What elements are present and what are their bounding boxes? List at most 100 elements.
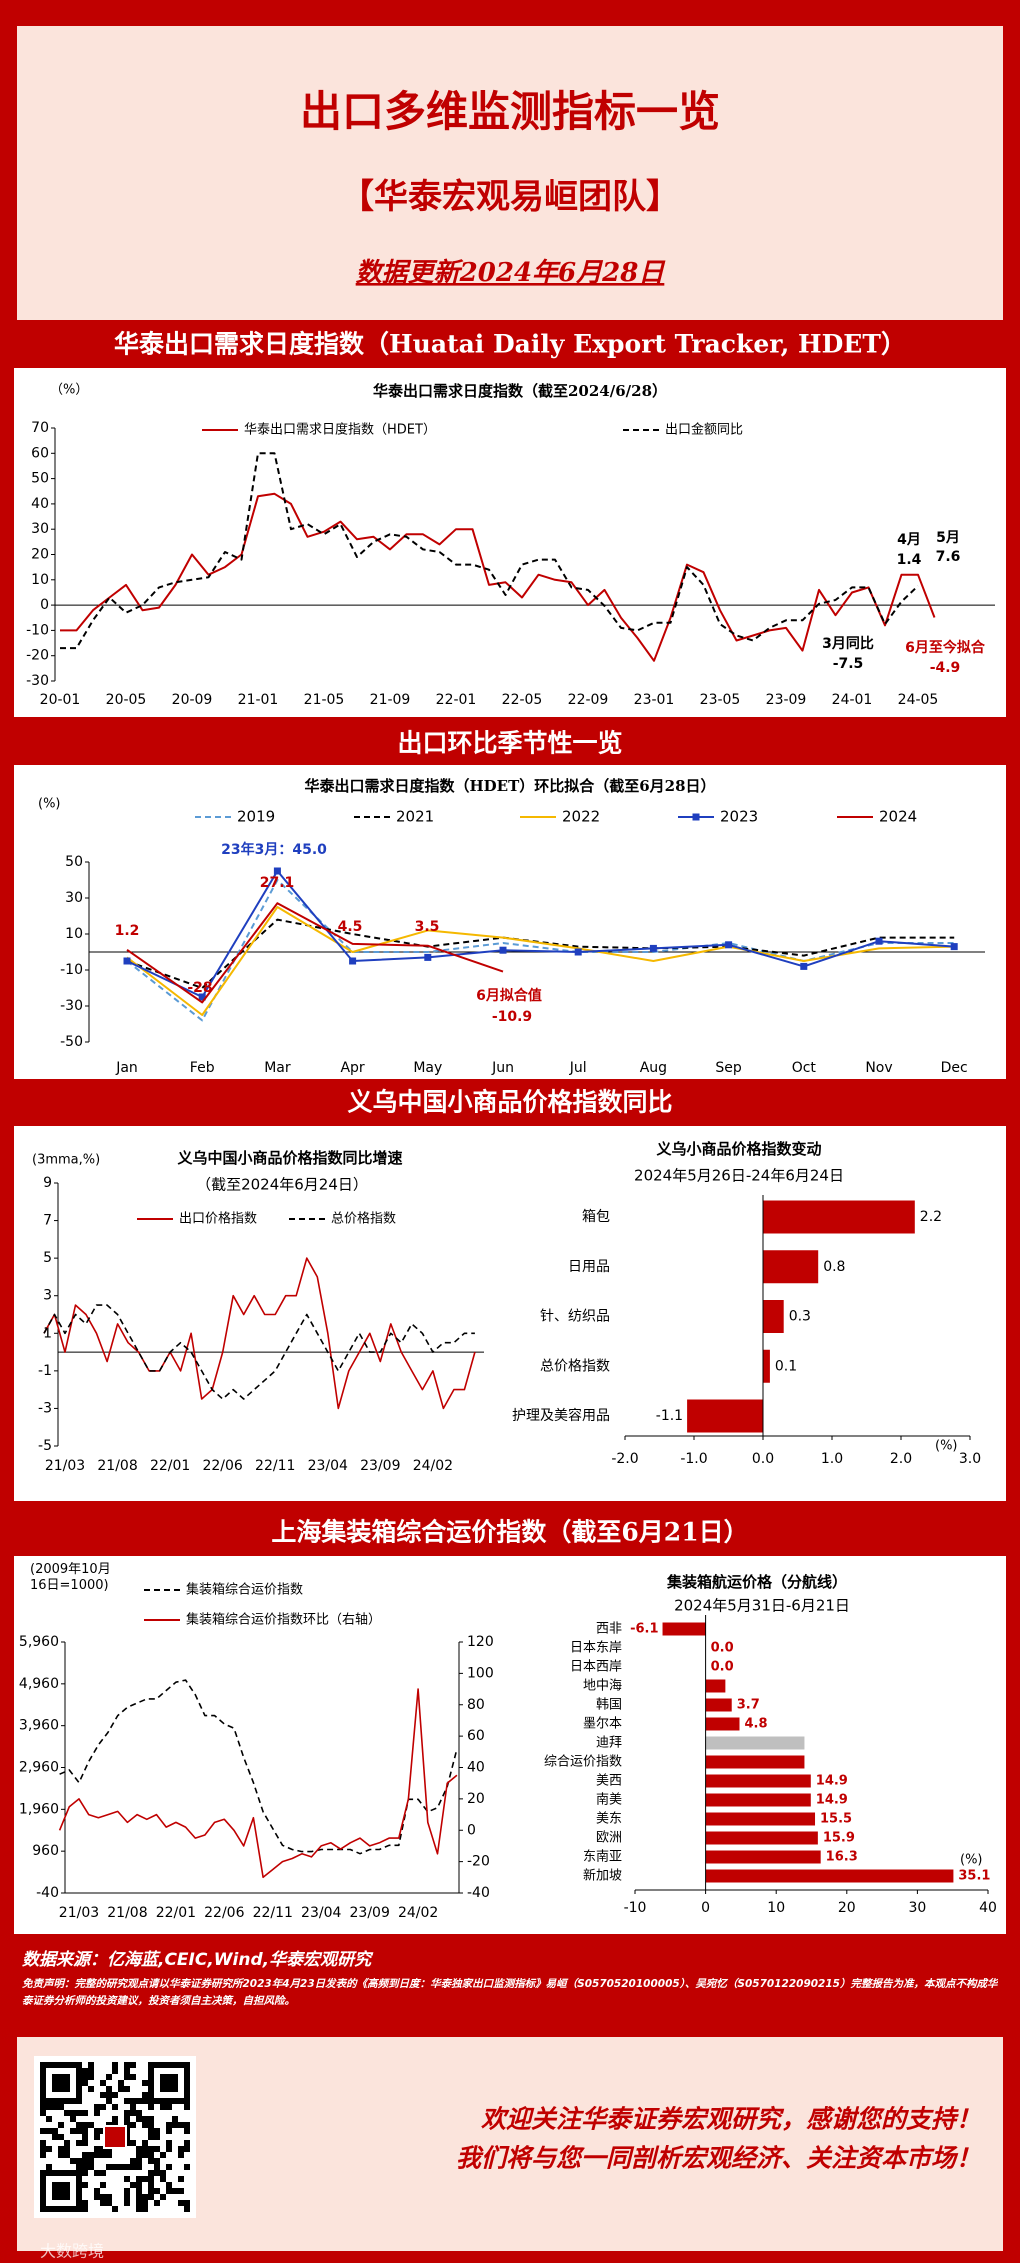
qr-module xyxy=(148,2122,154,2128)
y-axis-label: (%) xyxy=(38,797,61,812)
x-tick-label: Mar xyxy=(264,1060,291,1076)
qr-module xyxy=(58,2104,64,2110)
y-tick-label: -10 xyxy=(60,962,83,978)
data-label: -6.1 xyxy=(630,1622,658,1637)
qr-module xyxy=(184,2086,190,2092)
qr-module xyxy=(40,2068,46,2074)
point-marker xyxy=(800,962,808,970)
series-line xyxy=(126,902,504,1004)
x-tick-label: 24/02 xyxy=(398,1905,438,1921)
x-tick-label: -1.0 xyxy=(680,1451,707,1467)
qr-module xyxy=(64,2140,70,2146)
qr-module xyxy=(100,2182,106,2188)
bar xyxy=(763,1300,784,1333)
x-tick-label: 20-09 xyxy=(172,692,213,708)
qr-module xyxy=(160,2176,166,2182)
bar xyxy=(662,1622,706,1636)
annotation: 23年3月：45.0 xyxy=(221,841,327,858)
qr-module xyxy=(142,2122,148,2128)
bar xyxy=(705,1717,740,1731)
qr-module xyxy=(166,2146,172,2152)
qr-module xyxy=(94,2146,100,2152)
y-tick-label: 3,960 xyxy=(19,1718,59,1734)
qr-module xyxy=(112,2164,118,2170)
qr-module xyxy=(94,2104,100,2110)
x-tick-label: 23-01 xyxy=(634,692,675,708)
chart-title: 义乌小商品价格指数变动 xyxy=(656,1140,821,1158)
qr-module xyxy=(76,2182,82,2188)
qr-module xyxy=(64,2062,70,2068)
data-label: 3.7 xyxy=(737,1698,760,1713)
chart-panel xyxy=(14,765,1006,1079)
y2-tick-label: 100 xyxy=(467,1665,494,1681)
qr-module xyxy=(160,2152,166,2158)
qr-module xyxy=(136,2098,142,2104)
category-label: 迪拜 xyxy=(596,1736,622,1751)
y-tick-label: 10 xyxy=(31,572,49,588)
qr-module xyxy=(118,2086,124,2092)
x-tick-label: Aug xyxy=(640,1060,667,1076)
x-tick-label: 3.0 xyxy=(959,1451,981,1467)
bar xyxy=(705,1755,805,1769)
x-tick-label: 24/02 xyxy=(413,1458,453,1474)
qr-module xyxy=(136,2188,142,2194)
y-tick-label: 4,960 xyxy=(19,1676,59,1692)
qr-module xyxy=(184,2074,190,2080)
qr-module xyxy=(142,2206,148,2212)
bar xyxy=(763,1250,819,1284)
y-tick-label: 20 xyxy=(31,547,49,563)
qr-module xyxy=(154,2170,160,2176)
x-tick-label: Jan xyxy=(115,1060,138,1076)
series-line xyxy=(60,452,919,650)
legend-label: 集装箱综合运价指数 xyxy=(186,1582,303,1598)
qr-module xyxy=(70,2170,76,2176)
qr-module xyxy=(160,2086,166,2092)
qr-module xyxy=(76,2164,82,2170)
qr-module xyxy=(148,2116,154,2122)
qr-module xyxy=(94,2194,100,2200)
qr-module xyxy=(130,2122,136,2128)
qr-module xyxy=(166,2086,172,2092)
x-tick-label: Apr xyxy=(340,1060,364,1076)
qr-module xyxy=(70,2206,76,2212)
qr-module xyxy=(40,2080,46,2086)
qr-module xyxy=(166,2128,172,2134)
qr-module xyxy=(178,2200,184,2206)
qr-module xyxy=(172,2116,178,2122)
qr-module xyxy=(178,2188,184,2194)
x-tick-label: -10 xyxy=(624,1900,647,1916)
legend-label: 出口价格指数 xyxy=(179,1211,257,1227)
point-marker xyxy=(499,946,507,954)
x-tick-label: 22/01 xyxy=(156,1905,196,1921)
qr-module xyxy=(130,2098,136,2104)
qr-module xyxy=(112,2116,118,2122)
point-marker xyxy=(574,948,582,956)
point-marker xyxy=(649,944,657,952)
qr-module xyxy=(124,2098,130,2104)
qr-module xyxy=(148,2158,154,2164)
qr-module xyxy=(112,2062,118,2068)
qr-module xyxy=(136,2116,142,2122)
y-tick-label: 30 xyxy=(31,521,49,537)
x-tick-label: Oct xyxy=(792,1060,817,1076)
qr-module xyxy=(142,2092,148,2098)
qr-module xyxy=(82,2068,88,2074)
y2-tick-label: 40 xyxy=(467,1760,485,1776)
qr-module xyxy=(166,2074,172,2080)
qr-module xyxy=(52,2206,58,2212)
qr-module xyxy=(178,2122,184,2128)
x-tick-label: Dec xyxy=(941,1060,968,1076)
qr-module xyxy=(58,2188,64,2194)
legend-marker xyxy=(692,813,700,821)
x-tick-label: 20 xyxy=(838,1900,856,1916)
qr-module xyxy=(46,2164,52,2170)
x-tick-label: 23/09 xyxy=(360,1458,400,1474)
point-marker xyxy=(950,943,958,951)
qr-module xyxy=(184,2146,190,2152)
y-tick-label: 7 xyxy=(43,1213,52,1229)
legend-label: 出口金额同比 xyxy=(665,422,743,438)
x-tick-label: 22-05 xyxy=(502,692,543,708)
x-tick-label: 20-01 xyxy=(40,692,81,708)
category-label: 美西 xyxy=(596,1774,622,1789)
data-label: 35.1 xyxy=(958,1869,990,1884)
